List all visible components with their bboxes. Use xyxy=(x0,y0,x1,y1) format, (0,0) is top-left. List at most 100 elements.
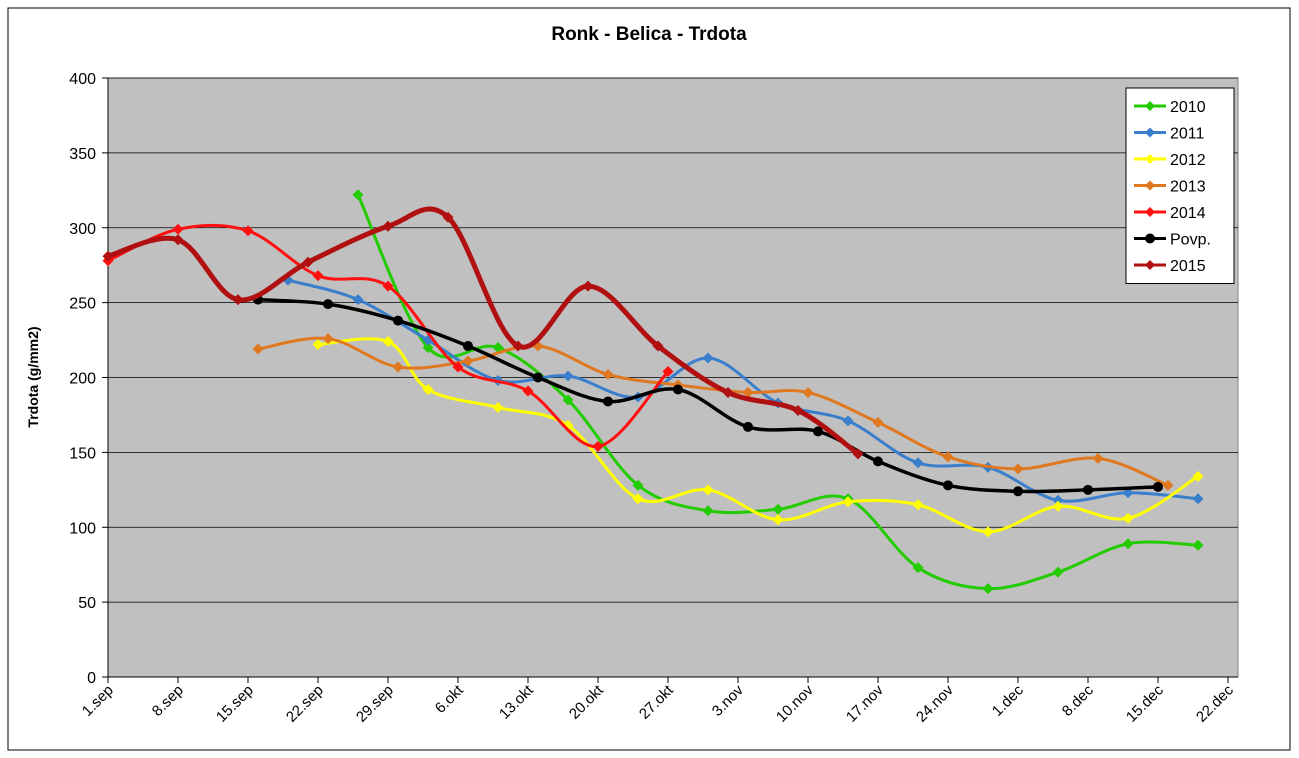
marker xyxy=(1145,260,1155,270)
marker xyxy=(943,480,953,491)
y-tick-label: 300 xyxy=(69,221,96,238)
legend-label: 2012 xyxy=(1170,152,1206,169)
marker xyxy=(982,526,994,538)
marker xyxy=(393,315,403,326)
marker xyxy=(232,294,244,306)
legend-label: 2010 xyxy=(1170,99,1206,116)
marker xyxy=(742,386,754,398)
marker xyxy=(382,280,394,292)
marker xyxy=(252,343,264,355)
marker xyxy=(1145,233,1155,244)
marker xyxy=(533,372,543,383)
marker xyxy=(302,256,314,268)
marker xyxy=(1145,101,1155,111)
marker xyxy=(392,361,404,373)
y-axis-title: Trdota (g/mm2) xyxy=(25,326,41,427)
marker xyxy=(1145,180,1155,191)
marker xyxy=(1122,538,1134,550)
marker xyxy=(722,386,734,398)
marker xyxy=(772,503,784,515)
marker xyxy=(873,456,883,467)
marker xyxy=(603,396,613,407)
marker xyxy=(912,499,924,511)
marker xyxy=(352,189,364,201)
marker xyxy=(102,250,114,262)
marker xyxy=(422,342,434,354)
marker xyxy=(1145,207,1155,217)
marker xyxy=(632,479,644,491)
marker xyxy=(352,294,364,306)
marker xyxy=(323,299,333,310)
marker xyxy=(1052,566,1064,578)
marker xyxy=(462,355,474,367)
marker xyxy=(652,340,664,352)
marker xyxy=(1145,154,1155,164)
y-tick-label: 100 xyxy=(69,520,96,537)
series-line xyxy=(287,278,1199,503)
marker xyxy=(852,448,864,460)
marker xyxy=(172,234,184,246)
marker xyxy=(1153,481,1163,492)
marker xyxy=(562,370,574,382)
marker xyxy=(1162,479,1174,491)
chart-title: Ronk - Belica - Trdota xyxy=(551,24,747,45)
marker xyxy=(743,421,753,432)
marker xyxy=(492,342,504,354)
marker xyxy=(982,583,994,595)
marker xyxy=(1092,452,1104,464)
marker xyxy=(1122,512,1134,524)
marker xyxy=(1192,539,1204,551)
marker xyxy=(312,270,324,282)
marker xyxy=(702,352,714,364)
marker xyxy=(463,341,473,352)
y-tick-label: 250 xyxy=(69,296,96,313)
y-tick-label: 400 xyxy=(69,71,96,88)
marker xyxy=(1083,484,1093,495)
marker xyxy=(1052,494,1064,506)
marker xyxy=(802,386,814,398)
marker xyxy=(842,496,854,508)
marker xyxy=(382,220,394,232)
marker xyxy=(673,384,683,395)
marker xyxy=(582,280,594,292)
marker xyxy=(702,505,714,517)
y-tick-label: 200 xyxy=(69,371,96,388)
marker xyxy=(242,225,254,237)
marker xyxy=(522,385,534,397)
marker xyxy=(442,211,454,223)
marker xyxy=(813,426,823,437)
marker xyxy=(592,440,604,452)
marker xyxy=(382,336,394,348)
marker xyxy=(632,493,644,505)
marker xyxy=(172,223,184,235)
y-tick-label: 150 xyxy=(69,445,96,462)
marker xyxy=(602,369,614,381)
legend-label: 2011 xyxy=(1170,126,1205,143)
marker xyxy=(1013,486,1023,497)
series-line xyxy=(107,223,670,448)
marker xyxy=(492,401,504,413)
marker xyxy=(872,416,884,428)
marker xyxy=(792,404,804,416)
legend-label: 2014 xyxy=(1170,205,1206,222)
marker xyxy=(322,333,334,345)
marker xyxy=(942,451,954,463)
marker xyxy=(912,562,924,574)
series-line xyxy=(257,297,1159,494)
marker xyxy=(772,514,784,526)
marker xyxy=(562,394,574,406)
marker xyxy=(1012,463,1024,475)
marker xyxy=(512,340,524,352)
marker xyxy=(422,383,434,395)
marker xyxy=(1052,500,1064,512)
marker xyxy=(912,457,924,469)
y-tick-label: 50 xyxy=(78,595,96,612)
marker xyxy=(1192,493,1204,505)
marker xyxy=(312,339,324,351)
y-tick-label: 350 xyxy=(69,146,96,163)
marker xyxy=(1192,470,1204,482)
legend-label: Povp. xyxy=(1170,232,1211,249)
legend-label: 2015 xyxy=(1170,258,1206,275)
marker xyxy=(662,366,674,378)
